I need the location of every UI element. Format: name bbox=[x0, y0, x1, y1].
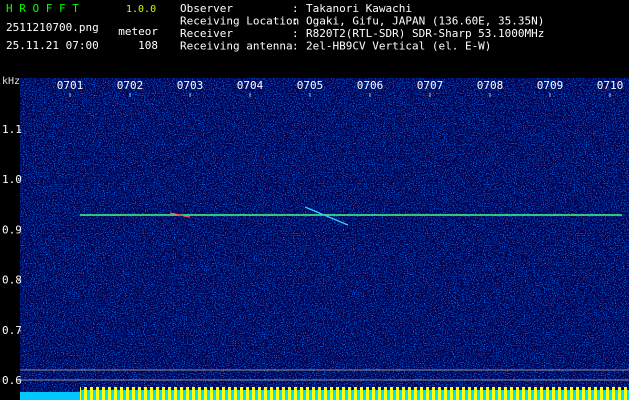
y-tick-label: 1.0 bbox=[2, 173, 22, 186]
signal-bars bbox=[80, 384, 629, 400]
info-separator: : bbox=[292, 2, 299, 15]
spectrogram-noise bbox=[20, 78, 629, 400]
x-tick-label: 0706 bbox=[357, 79, 384, 92]
x-tick-label: 0701 bbox=[57, 79, 84, 92]
x-tick-label: 0703 bbox=[177, 79, 204, 92]
info-label: Observer bbox=[180, 2, 233, 15]
datetime: 25.11.21 07:00 bbox=[6, 39, 99, 52]
info-separator: : bbox=[292, 15, 299, 28]
x-tick-label: 0702 bbox=[117, 79, 144, 92]
y-tick-label: 0.7 bbox=[2, 324, 22, 337]
x-tick-label: 0707 bbox=[417, 79, 444, 92]
y-tick-label: 0.9 bbox=[2, 223, 22, 236]
filename: 2511210700.png bbox=[6, 21, 99, 34]
signal-bars bbox=[20, 392, 80, 400]
info-label: Receiving Location bbox=[180, 15, 299, 28]
y-unit: kHz bbox=[2, 76, 20, 87]
info-label: Receiving antenna bbox=[180, 40, 293, 53]
meteor-label: meteor bbox=[118, 25, 158, 38]
x-tick-label: 0709 bbox=[537, 79, 564, 92]
info-separator: : bbox=[292, 40, 299, 53]
y-tick-label: 1.1 bbox=[2, 123, 22, 136]
version: 1.0.0 bbox=[126, 4, 156, 15]
x-tick-label: 0704 bbox=[237, 79, 264, 92]
info-value: R820T2(RTL-SDR) SDR-Sharp 53.1000MHz bbox=[306, 27, 544, 40]
x-tick-label: 0705 bbox=[297, 79, 324, 92]
app-name: H R O F F T bbox=[6, 2, 79, 15]
meteor-streak bbox=[304, 206, 349, 226]
x-tick-label: 0710 bbox=[597, 79, 624, 92]
meteor-count: 108 bbox=[138, 39, 158, 52]
x-tick-label: 0708 bbox=[477, 79, 504, 92]
info-value: Takanori Kawachi bbox=[306, 2, 412, 15]
info-label: Receiver bbox=[180, 27, 233, 40]
y-tick-label: 0.6 bbox=[2, 374, 22, 387]
info-value: Ogaki, Gifu, JAPAN (136.60E, 35.35N) bbox=[306, 15, 544, 28]
meteor-echo bbox=[169, 212, 191, 218]
y-tick-label: 0.8 bbox=[2, 274, 22, 287]
axes: kHz 1.1 1.0 0.9 0.8 0.7 0.6 0701 0702 0703 0704 07… bbox=[2, 76, 623, 387]
info-value: 2el-HB9CV Vertical (el. E-W) bbox=[306, 40, 491, 53]
info: Observer: Takanori Kawachi Receiving Locat… bbox=[180, 2, 544, 53]
info-separator: : bbox=[292, 27, 299, 40]
